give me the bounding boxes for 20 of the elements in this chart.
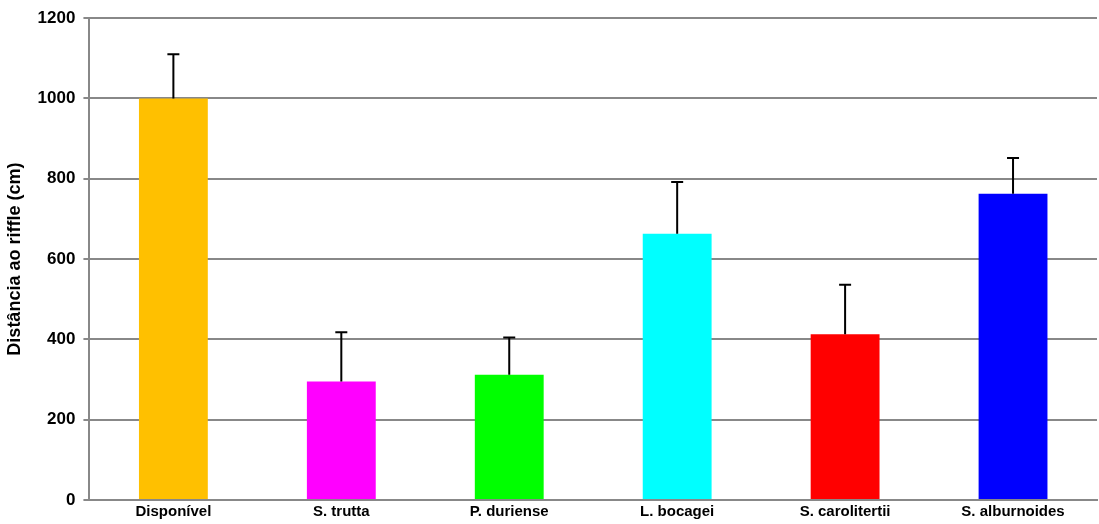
y-tick-label: 1000 <box>37 88 76 108</box>
x-tick-label: S. trutta <box>312 502 371 520</box>
y-tick-label: 200 <box>47 409 76 429</box>
x-tick-label: P. duriense <box>469 502 549 520</box>
x-tick-label: S. carolitertii <box>799 502 891 520</box>
y-tick-label: 800 <box>47 168 76 188</box>
x-tick-label: S. alburnoides <box>961 502 1065 520</box>
y-tick-label: 0 <box>65 489 76 509</box>
bar <box>138 98 208 499</box>
y-tick-label: 1200 <box>37 7 76 27</box>
bar <box>810 334 880 499</box>
y-axis-title: Distância ao riffle (cm) <box>3 162 24 356</box>
bar <box>978 193 1048 499</box>
bar <box>306 381 376 499</box>
y-tick-label: 400 <box>47 329 76 349</box>
bar <box>642 233 712 499</box>
y-tick-label: 600 <box>47 248 76 268</box>
x-tick-label: Disponível <box>135 502 212 520</box>
x-tick-label: L. bocagei <box>640 502 715 520</box>
bar <box>474 374 544 499</box>
